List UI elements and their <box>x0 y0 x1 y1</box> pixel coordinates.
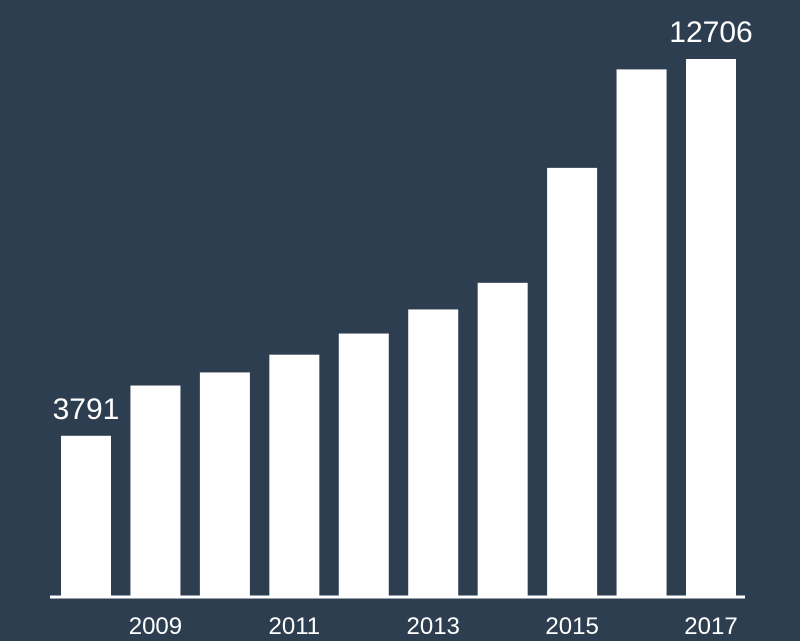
bar <box>269 354 320 596</box>
x-tick-label: 2011 <box>269 613 321 640</box>
x-tick-label: 2009 <box>129 613 182 640</box>
bar <box>199 372 250 596</box>
x-tick-label: 2013 <box>407 613 460 640</box>
x-tick-label: 2015 <box>545 613 598 640</box>
bar <box>616 69 667 596</box>
bar <box>547 167 598 596</box>
x-tick-label: 2017 <box>684 613 737 640</box>
bar <box>408 309 459 596</box>
bar <box>686 59 736 596</box>
bar <box>338 333 389 596</box>
data-label: 3791 <box>53 393 120 426</box>
bar <box>61 435 111 596</box>
bar <box>130 385 181 596</box>
data-label: 12706 <box>669 16 752 49</box>
bar <box>477 282 528 596</box>
